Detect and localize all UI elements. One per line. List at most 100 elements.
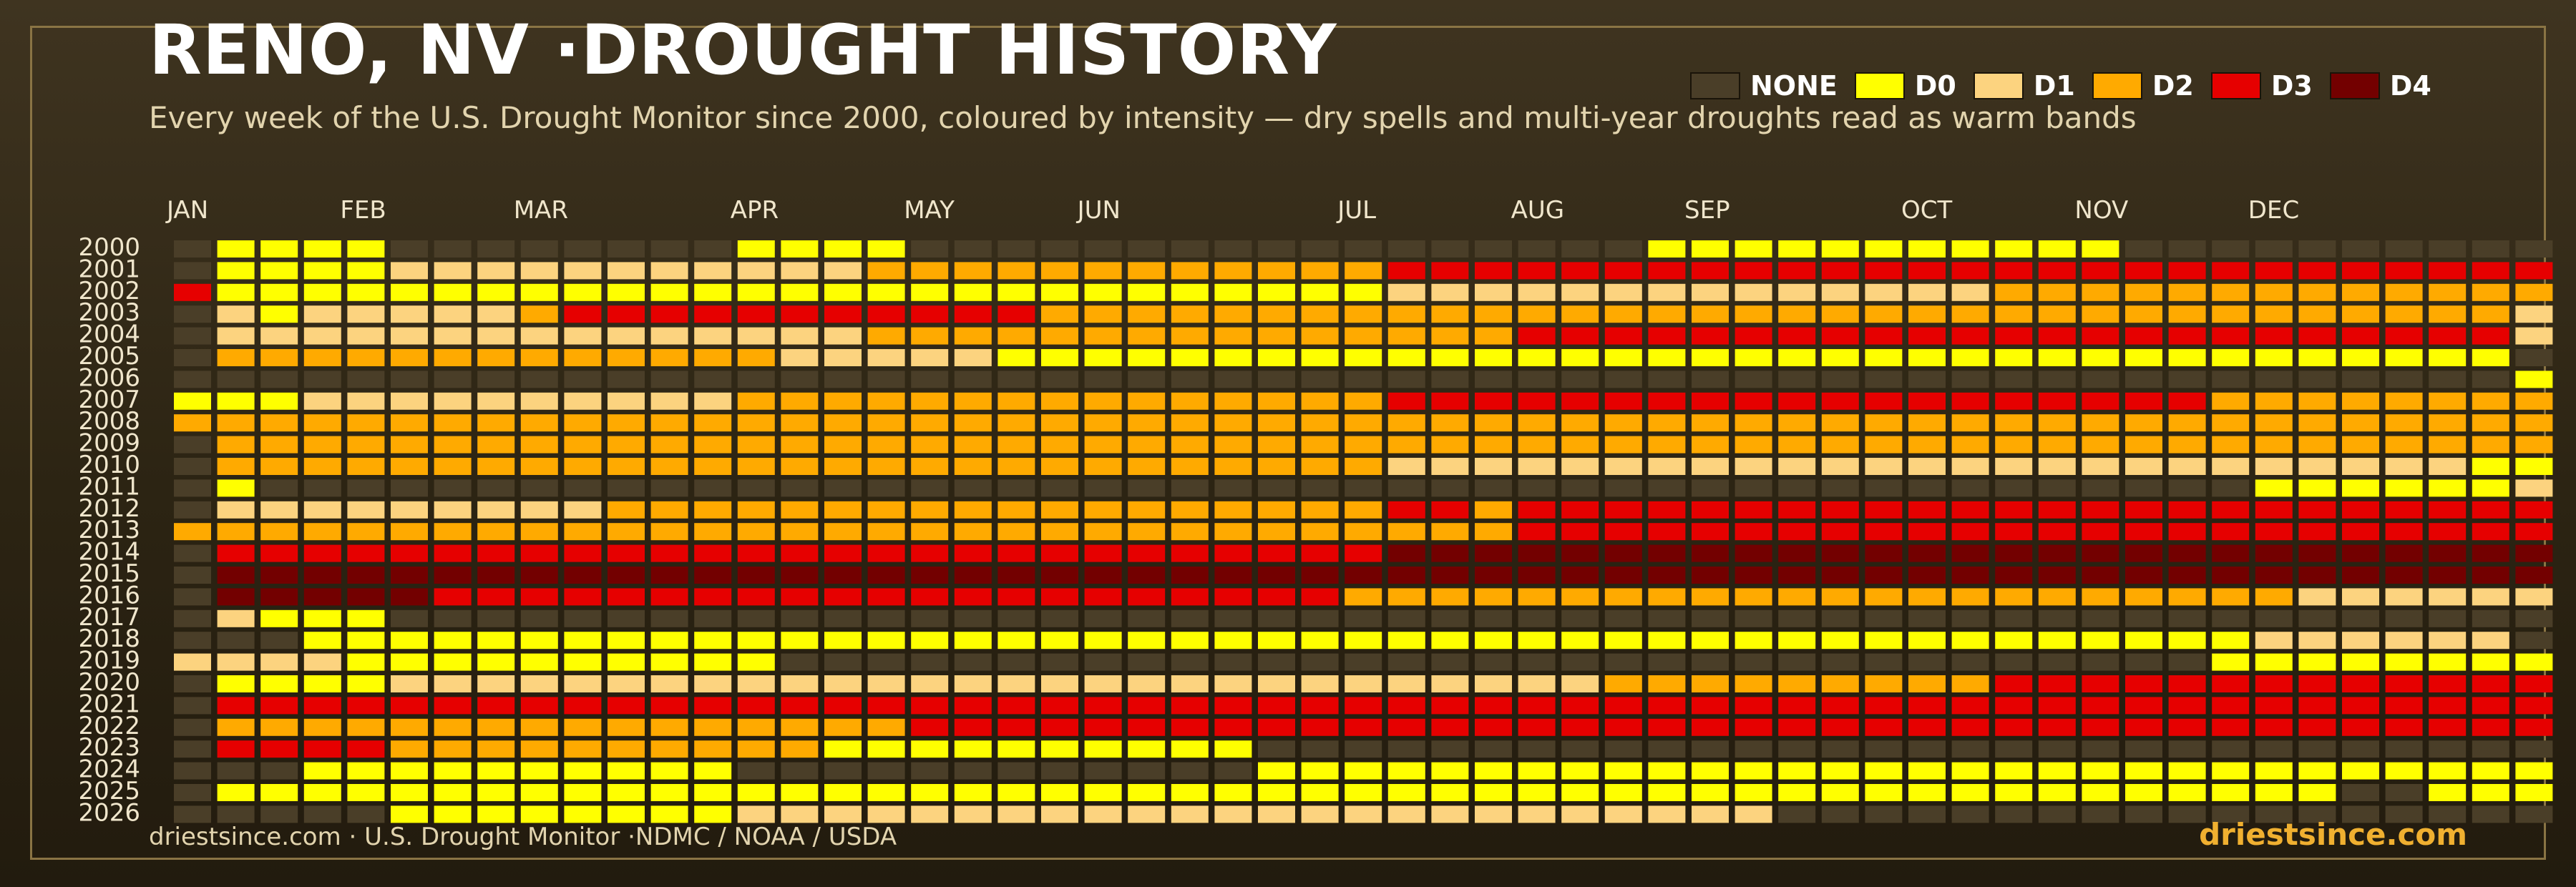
cell-2021-w4-d3 bbox=[303, 697, 341, 715]
cell-2013-w29-d2 bbox=[1387, 523, 1425, 541]
cell-2003-w6-d1 bbox=[391, 305, 428, 323]
cell-2016-w11-d3 bbox=[608, 588, 645, 606]
cell-2022-w47-d3 bbox=[2168, 718, 2206, 736]
cell-2002-w5-d0 bbox=[347, 283, 385, 301]
cell-2007-w3-d0 bbox=[260, 392, 298, 410]
cell-2009-w1-none bbox=[174, 436, 211, 454]
footer-site-link[interactable]: driestsince.com bbox=[2199, 817, 2467, 852]
cell-2015-w2-d4 bbox=[217, 567, 255, 584]
cell-2018-w36-d0 bbox=[1692, 632, 1729, 650]
cell-2004-w21-d2 bbox=[1041, 327, 1078, 345]
cell-2025-w43-d0 bbox=[1995, 784, 2033, 801]
cell-2003-w50-d2 bbox=[2298, 305, 2336, 323]
cell-2004-w49-d3 bbox=[2255, 327, 2293, 345]
cell-2004-w50-d3 bbox=[2298, 327, 2336, 345]
cell-2007-w16-d2 bbox=[824, 392, 862, 410]
cell-2023-w3-d3 bbox=[260, 740, 298, 758]
year-label-2012: 2012 bbox=[78, 494, 140, 523]
cell-2008-w26-d2 bbox=[1258, 414, 1295, 432]
cell-2018-w20-d0 bbox=[997, 632, 1035, 650]
cell-2023-w51-none bbox=[2342, 740, 2379, 758]
cell-2025-w46-d0 bbox=[2125, 784, 2162, 801]
cell-2000-w29-none bbox=[1387, 240, 1425, 258]
cell-2005-w29-d0 bbox=[1387, 349, 1425, 366]
cell-2019-w39-none bbox=[1821, 653, 1859, 671]
cell-2025-w19-d0 bbox=[954, 784, 992, 801]
year-label-2005: 2005 bbox=[78, 342, 140, 371]
cell-2023-w6-d2 bbox=[391, 740, 428, 758]
cell-2006-w43-none bbox=[1995, 371, 2033, 388]
cell-2012-w11-d2 bbox=[608, 501, 645, 519]
cell-2010-w1-none bbox=[174, 458, 211, 475]
cell-2026-w31-d1 bbox=[1475, 805, 1512, 823]
cell-2007-w11-d1 bbox=[608, 392, 645, 410]
cell-2012-w1-none bbox=[174, 501, 211, 519]
cell-2008-w42-d2 bbox=[1951, 414, 1989, 432]
cell-2018-w3-none bbox=[260, 632, 298, 650]
cell-2016-w26-d3 bbox=[1258, 588, 1295, 606]
cell-2024-w43-d0 bbox=[1995, 762, 2033, 780]
cell-2020-w55-d3 bbox=[2515, 675, 2553, 692]
cell-2009-w46-d2 bbox=[2125, 436, 2162, 454]
cell-2022-w51-d3 bbox=[2342, 718, 2379, 736]
cell-2026-w9-d0 bbox=[520, 805, 558, 823]
cell-2023-w21-d0 bbox=[1041, 740, 1078, 758]
cell-2007-w7-d1 bbox=[434, 392, 472, 410]
cell-2007-w25-d2 bbox=[1214, 392, 1252, 410]
cell-2019-w22-none bbox=[1084, 653, 1122, 671]
cell-2011-w54-d0 bbox=[2472, 479, 2509, 497]
cell-2016-w54-d1 bbox=[2472, 588, 2509, 606]
cell-2000-w13-none bbox=[694, 240, 732, 258]
cell-2015-w8-d4 bbox=[477, 567, 515, 584]
cell-2002-w6-d0 bbox=[391, 283, 428, 301]
cell-2022-w15-d2 bbox=[781, 718, 819, 736]
cell-2018-w15-d0 bbox=[781, 632, 819, 650]
cell-2009-w34-d2 bbox=[1604, 436, 1642, 454]
cell-2011-w52-d0 bbox=[2385, 479, 2423, 497]
cell-2018-w18-d0 bbox=[911, 632, 949, 650]
cell-2006-w46-none bbox=[2125, 371, 2162, 388]
cell-2009-w33-d2 bbox=[1561, 436, 1599, 454]
cell-2007-w22-d2 bbox=[1084, 392, 1122, 410]
cell-2014-w37-d4 bbox=[1735, 544, 1772, 562]
cell-2003-w7-d1 bbox=[434, 305, 472, 323]
cell-2005-w35-d0 bbox=[1648, 349, 1686, 366]
cell-2015-w17-d4 bbox=[867, 567, 905, 584]
cell-2018-w34-d0 bbox=[1604, 632, 1642, 650]
cell-2006-w55-d0 bbox=[2515, 371, 2553, 388]
cell-2014-w29-d4 bbox=[1387, 544, 1425, 562]
cell-2020-w41-d2 bbox=[1908, 675, 1946, 692]
cell-2015-w44-d4 bbox=[2038, 567, 2076, 584]
cell-2012-w23-d2 bbox=[1128, 501, 1166, 519]
legend-item-none: NONE bbox=[1690, 70, 1850, 102]
cell-2009-w32-d2 bbox=[1518, 436, 1556, 454]
cell-2005-w5-d2 bbox=[347, 349, 385, 366]
cell-2005-w15-d1 bbox=[781, 349, 819, 366]
cell-2014-w3-d3 bbox=[260, 544, 298, 562]
cell-2003-w30-d2 bbox=[1431, 305, 1469, 323]
cell-2009-w48-d2 bbox=[2212, 436, 2250, 454]
cell-2002-w29-d1 bbox=[1387, 283, 1425, 301]
cell-2015-w24-d4 bbox=[1171, 567, 1209, 584]
cell-2021-w26-d3 bbox=[1258, 697, 1295, 715]
cell-2013-w31-d2 bbox=[1475, 523, 1512, 541]
cell-2001-w30-d3 bbox=[1431, 262, 1469, 280]
cell-2026-w15-d1 bbox=[781, 805, 819, 823]
cell-2019-w12-d0 bbox=[650, 653, 688, 671]
cell-2000-w20-none bbox=[997, 240, 1035, 258]
cell-2010-w49-d1 bbox=[2255, 458, 2293, 475]
cell-2024-w32-d0 bbox=[1518, 762, 1556, 780]
cell-2005-w16-d1 bbox=[824, 349, 862, 366]
cell-2008-w43-d2 bbox=[1995, 414, 2033, 432]
cell-2025-w37-d0 bbox=[1735, 784, 1772, 801]
cell-2000-w41-d0 bbox=[1908, 240, 1946, 258]
cell-2010-w10-d2 bbox=[564, 458, 602, 475]
cell-2003-w17-d3 bbox=[867, 305, 905, 323]
cell-2020-w24-d1 bbox=[1171, 675, 1209, 692]
month-label-may: MAY bbox=[904, 196, 955, 225]
cell-2019-w45-none bbox=[2082, 653, 2119, 671]
cell-2016-w5-d4 bbox=[347, 588, 385, 606]
cell-2009-w44-d2 bbox=[2038, 436, 2076, 454]
cell-2010-w37-d1 bbox=[1735, 458, 1772, 475]
cell-2018-w33-d0 bbox=[1561, 632, 1599, 650]
